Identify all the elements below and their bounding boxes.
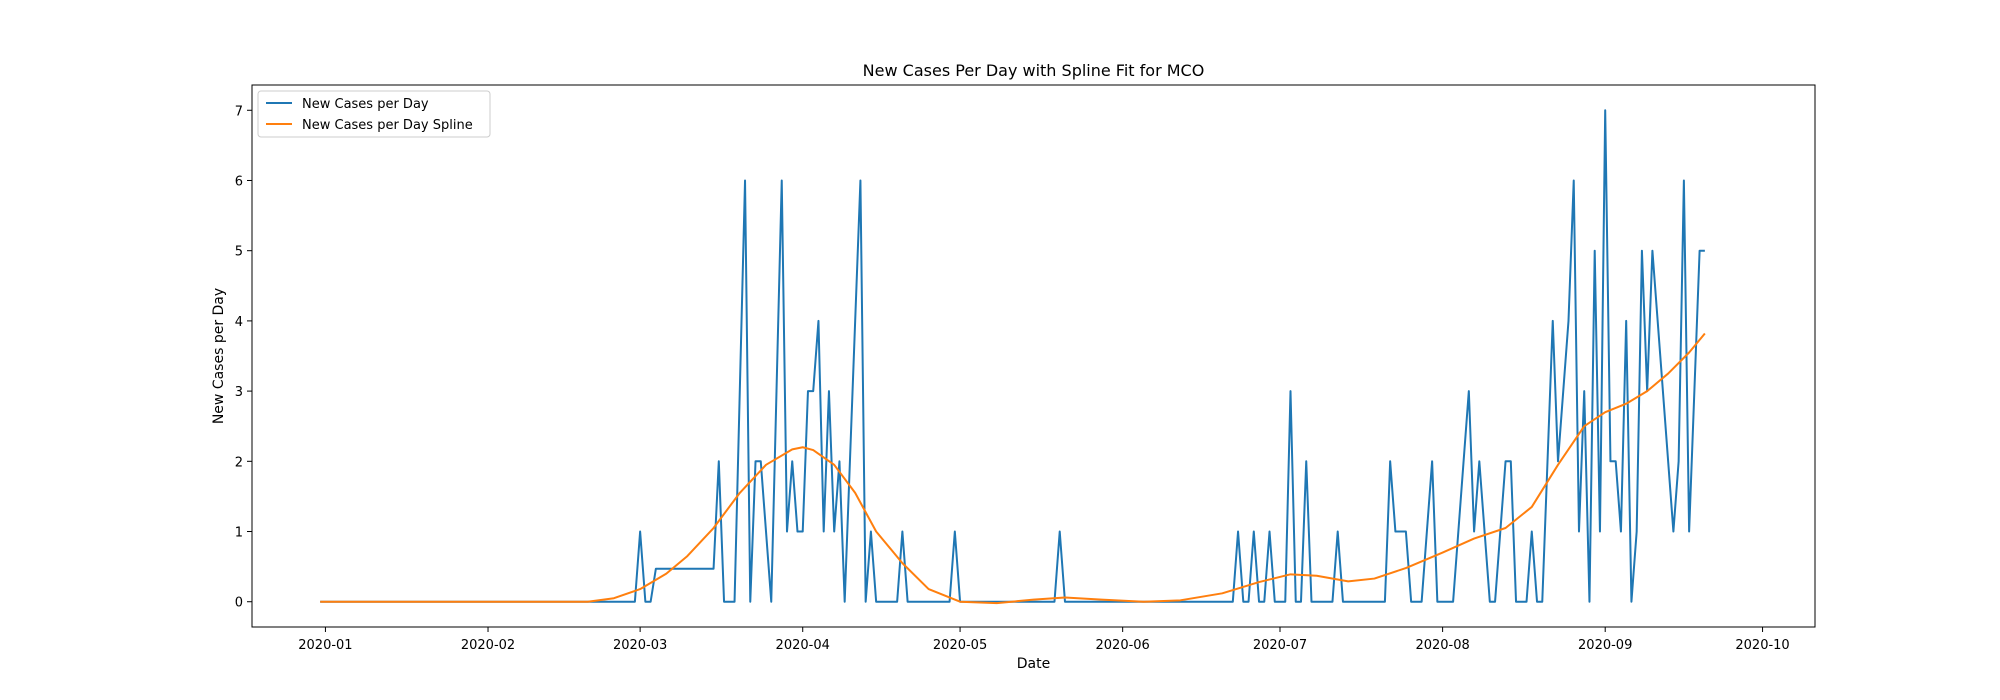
x-tick-label: 2020-05: [933, 638, 987, 653]
y-tick-label: 1: [235, 526, 243, 541]
x-tick-label: 2020-04: [776, 638, 830, 653]
x-tick-label: 2020-02: [461, 638, 515, 653]
legend-label-new-cases: New Cases per Day: [302, 97, 429, 112]
x-axis: 2020-01 2020-02 2020-03 2020-04 2020-05 2020-…: [298, 627, 1790, 653]
plot-frame: [251, 84, 1816, 628]
series-layer: [320, 109, 1706, 605]
x-tick-label: 2020-07: [1253, 638, 1307, 653]
x-tick-label: 2020-06: [1096, 638, 1150, 653]
series-line-new-cases: [320, 109, 1705, 603]
plot-area: [251, 84, 1816, 628]
legend-label-spline: New Cases per Day Spline: [302, 118, 473, 133]
chart-title: New Cases Per Day with Spline Fit for MC…: [863, 61, 1205, 80]
x-axis-label: Date: [1017, 656, 1050, 672]
y-axis: 0 1 2 3 4 5 6 7: [235, 104, 252, 611]
x-tick-label: 2020-03: [613, 638, 667, 653]
y-tick-label: 5: [235, 245, 243, 260]
x-tick-label: 2020-01: [298, 638, 352, 653]
y-tick-label: 6: [235, 174, 243, 189]
x-tick-label: 2020-10: [1735, 638, 1789, 653]
y-tick-label: 3: [235, 385, 243, 400]
y-tick-label: 2: [235, 455, 243, 470]
x-tick-label: 2020-09: [1578, 638, 1632, 653]
series-line-spline: [320, 332, 1706, 605]
x-tick-label: 2020-08: [1415, 638, 1469, 653]
y-tick-label: 0: [235, 596, 243, 611]
y-axis-label: New Cases per Day: [211, 288, 227, 424]
y-tick-label: 4: [235, 315, 243, 330]
legend-box: [257, 90, 491, 138]
legend: New Cases per Day New Cases per Day Spli…: [257, 90, 491, 138]
y-tick-label: 7: [235, 104, 243, 119]
